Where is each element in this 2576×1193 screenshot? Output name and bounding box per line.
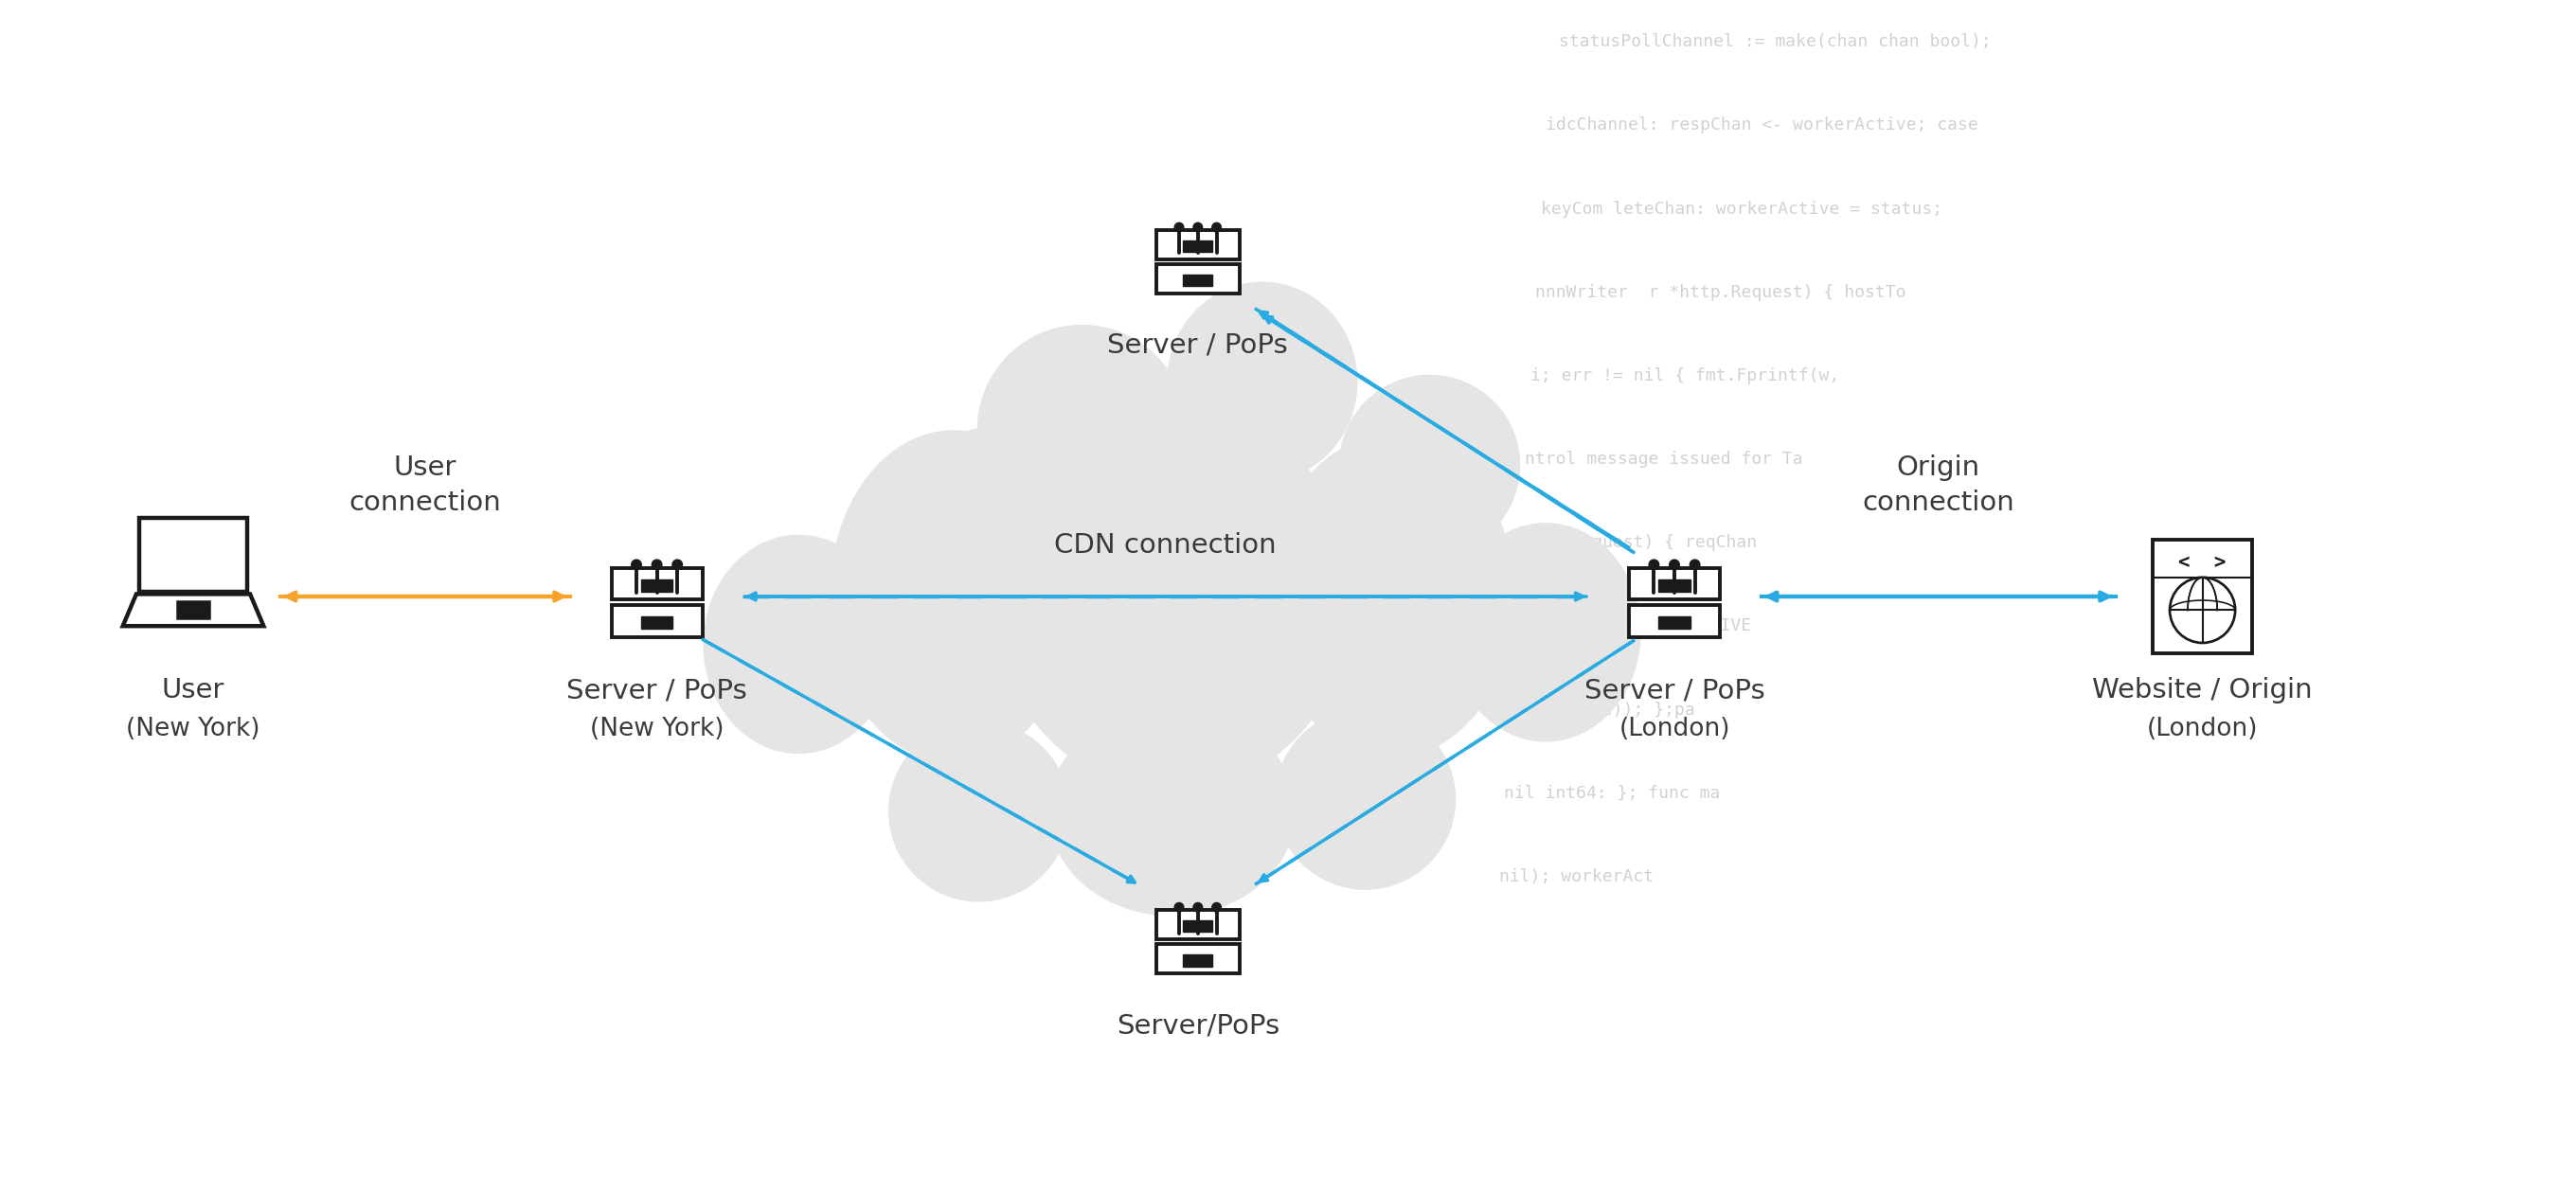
FancyBboxPatch shape [2154,539,2251,654]
Circle shape [1175,223,1182,231]
Circle shape [1193,223,1203,231]
Text: User: User [162,676,224,704]
Text: Server / PoPs: Server / PoPs [567,676,747,704]
FancyBboxPatch shape [1659,579,1690,592]
Text: Origin
connection: Origin connection [1862,455,2014,517]
Ellipse shape [1048,707,1296,915]
Text: nil int64: }; func ma: nil int64: }; func ma [1504,785,1721,802]
Circle shape [1690,560,1700,570]
FancyBboxPatch shape [1628,568,1721,600]
Circle shape [1669,560,1680,570]
Text: (London): (London) [2146,717,2259,741]
FancyBboxPatch shape [641,617,672,629]
Ellipse shape [1267,435,1515,758]
FancyBboxPatch shape [1628,605,1721,637]
Ellipse shape [907,428,1077,598]
FancyBboxPatch shape [1182,241,1213,252]
Circle shape [672,560,683,570]
FancyBboxPatch shape [1182,274,1213,286]
Circle shape [1175,903,1182,911]
Circle shape [1649,560,1659,570]
Text: (New York): (New York) [126,717,260,741]
Text: (London): (London) [1618,717,1731,741]
Ellipse shape [703,536,894,753]
Ellipse shape [1450,524,1641,741]
Ellipse shape [1340,376,1520,555]
FancyBboxPatch shape [1182,921,1213,932]
Text: User
connection: User connection [348,455,502,517]
Text: idcChannel: respChan <- workerActive; case: idcChannel: respChan <- workerActive; ca… [1546,117,1978,134]
Text: CDN connection: CDN connection [1054,532,1278,558]
FancyBboxPatch shape [1157,945,1239,973]
Text: <  >: < > [2179,552,2226,571]
Circle shape [652,560,662,570]
Circle shape [631,560,641,570]
Text: i; err != nil { fmt.Fprintf(w,: i; err != nil { fmt.Fprintf(w, [1530,367,1839,384]
FancyBboxPatch shape [641,579,672,592]
Text: nnnWriter  r *http.Request) { hostTo: nnnWriter r *http.Request) { hostTo [1535,284,1906,301]
Text: nil); workerAct: nil); workerAct [1499,869,1654,885]
Text: With Request) { reqChan: With Request) { reqChan [1520,534,1757,551]
Ellipse shape [979,326,1185,533]
FancyBboxPatch shape [178,601,209,618]
Text: { fmt.Fprint(w, "ACTIVE: { fmt.Fprint(w, "ACTIVE [1515,618,1752,635]
Ellipse shape [992,402,1352,791]
Text: '137', nil)); };pa: '137', nil)); };pa [1510,701,1695,718]
FancyBboxPatch shape [1659,617,1690,629]
Text: Website / Origin: Website / Origin [2092,676,2313,704]
Text: statusPollChannel := make(chan chan bool);: statusPollChannel := make(chan chan bool… [1558,33,1991,50]
FancyBboxPatch shape [1157,910,1239,939]
Text: keyCom leteChan: workerActive = status;: keyCom leteChan: workerActive = status; [1540,200,1942,217]
FancyBboxPatch shape [1182,954,1213,966]
Polygon shape [124,594,263,626]
Circle shape [1193,903,1203,911]
Text: Server / PoPs: Server / PoPs [1584,676,1765,704]
FancyBboxPatch shape [611,568,703,600]
Ellipse shape [829,431,1077,762]
Text: Server / PoPs: Server / PoPs [1108,332,1288,359]
FancyBboxPatch shape [139,518,247,592]
Text: (New York): (New York) [590,717,724,741]
Circle shape [1211,223,1221,231]
Circle shape [2169,577,2236,643]
FancyBboxPatch shape [1157,265,1239,293]
Circle shape [1211,903,1221,911]
Text: ntrol message issued for Ta: ntrol message issued for Ta [1525,451,1803,468]
Text: Server/PoPs: Server/PoPs [1115,1012,1280,1039]
FancyBboxPatch shape [611,605,703,637]
Ellipse shape [1167,283,1358,481]
FancyBboxPatch shape [1157,230,1239,259]
Ellipse shape [889,722,1069,901]
Ellipse shape [1275,710,1455,889]
